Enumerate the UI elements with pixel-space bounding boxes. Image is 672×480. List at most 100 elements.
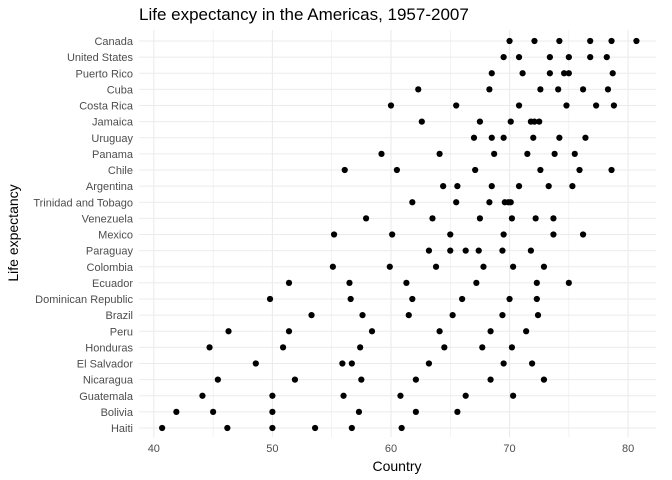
data-point (507, 118, 514, 125)
data-point (341, 166, 348, 174)
y-tick-label: Panama (92, 149, 134, 161)
y-tick-label: Trinidad and Tobago (33, 197, 133, 209)
data-point (412, 408, 419, 415)
data-point (418, 118, 425, 125)
data-point (534, 312, 542, 319)
data-point (476, 118, 484, 125)
data-point (486, 199, 493, 206)
data-point (252, 360, 259, 367)
data-point (569, 183, 576, 190)
data-point (389, 231, 396, 238)
data-point (608, 166, 615, 174)
y-tick-label: El Salvador (77, 359, 134, 371)
chart-title: Life expectancy in the Americas, 1957-20… (139, 5, 469, 24)
data-point (604, 86, 612, 93)
data-point (499, 247, 506, 254)
y-tick-label: Honduras (85, 342, 133, 354)
data-point (633, 37, 640, 45)
data-point (473, 279, 480, 286)
data-point (425, 247, 433, 254)
data-point (398, 424, 405, 432)
data-point (565, 279, 572, 286)
data-point (488, 70, 495, 77)
y-tick-label: Cuba (107, 84, 134, 96)
data-point (546, 54, 553, 61)
data-point (533, 279, 540, 286)
data-point (532, 215, 539, 222)
data-point (472, 166, 479, 174)
data-point (536, 118, 543, 125)
y-tick-label: United States (67, 52, 134, 64)
y-tick-labels: Canada United States Puerto Rico Cuba Costa … (33, 36, 134, 435)
data-point (355, 408, 363, 415)
data-point (470, 134, 478, 141)
y-tick-label: Brazil (105, 310, 133, 322)
data-point (447, 231, 454, 238)
data-point (348, 360, 355, 367)
data-point (506, 295, 513, 303)
data-point (462, 247, 469, 254)
data-point (500, 231, 507, 238)
data-point (550, 215, 557, 222)
data-point (291, 376, 299, 383)
y-tick-label: Puerto Rico (76, 68, 133, 80)
data-point (582, 134, 589, 141)
data-point (339, 360, 346, 367)
data-point (579, 231, 587, 238)
data-point (545, 183, 552, 190)
data-point (453, 102, 460, 109)
data-point (409, 199, 416, 206)
x-tick-label: 70 (503, 443, 515, 455)
x-tick-label: 50 (266, 443, 278, 455)
data-point (563, 102, 570, 109)
data-point (224, 424, 231, 432)
data-point (199, 392, 206, 399)
data-point (386, 263, 393, 270)
data-point (487, 328, 494, 335)
data-point (480, 263, 487, 270)
data-point (537, 86, 544, 93)
y-tick-label: Uruguay (91, 133, 133, 145)
y-tick-label: Peru (110, 326, 133, 338)
data-point (475, 247, 482, 254)
data-point (479, 344, 486, 351)
data-point (329, 263, 336, 270)
data-point (449, 312, 456, 319)
data-point (462, 392, 469, 399)
data-point (357, 344, 364, 351)
data-point (508, 344, 516, 351)
data-point (454, 408, 461, 415)
data-point (523, 328, 530, 335)
data-point (499, 312, 506, 319)
data-point (214, 376, 221, 383)
data-point (453, 199, 460, 206)
y-tick-label: Paraguay (86, 246, 134, 258)
data-point (524, 150, 531, 157)
data-point (436, 150, 443, 157)
data-point (368, 328, 376, 335)
data-point (432, 263, 440, 270)
data-point (412, 376, 419, 383)
data-point (515, 54, 523, 61)
data-point (561, 70, 568, 77)
data-point (556, 37, 563, 45)
data-point (330, 231, 338, 238)
data-point (587, 54, 594, 61)
data-point (415, 86, 422, 93)
data-point (487, 376, 494, 383)
y-tick-label: Bolivia (101, 407, 134, 419)
data-point (476, 215, 484, 222)
data-point (387, 102, 395, 109)
x-axis-title: Country (372, 458, 421, 474)
data-point (488, 183, 495, 190)
data-point (269, 408, 276, 415)
data-point (346, 279, 353, 286)
data-point (441, 344, 448, 351)
data-point (397, 392, 404, 399)
data-point (555, 86, 562, 93)
data-point (440, 183, 447, 190)
data-point (173, 408, 180, 415)
data-point (510, 263, 517, 270)
data-point (608, 37, 615, 45)
